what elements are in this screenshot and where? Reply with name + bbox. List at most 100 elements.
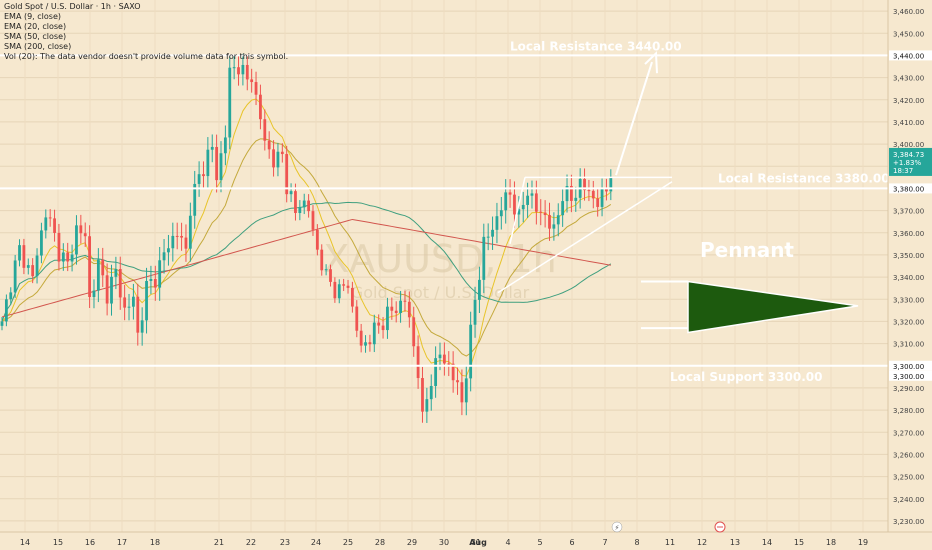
candle-body bbox=[307, 200, 310, 212]
candle-body bbox=[298, 207, 302, 214]
sma200-line bbox=[1, 218, 611, 318]
candle-body bbox=[605, 187, 608, 192]
candle-body bbox=[127, 306, 131, 308]
candle-body bbox=[57, 232, 61, 262]
price-tick-label: 3,430.00 bbox=[893, 75, 924, 83]
price-tick-label: 3,310.00 bbox=[893, 341, 924, 349]
candle-body bbox=[342, 284, 346, 286]
time-tick-label: 28 bbox=[375, 538, 385, 547]
candle-body bbox=[66, 252, 70, 262]
candle-body bbox=[460, 382, 464, 403]
axis-label-3380-bg bbox=[889, 183, 932, 194]
candle-body bbox=[530, 193, 534, 196]
time-tick-label: Aug bbox=[469, 538, 487, 547]
candle-body bbox=[548, 215, 551, 229]
time-tick-label: 23 bbox=[280, 538, 290, 547]
candle-body bbox=[79, 225, 83, 234]
price-tick-label: 3,330.00 bbox=[893, 296, 924, 304]
bar-countdown: 18:37 bbox=[893, 167, 913, 175]
candle-body bbox=[92, 290, 96, 298]
candle-body bbox=[202, 174, 205, 177]
candle-body bbox=[591, 190, 595, 199]
candle-body bbox=[193, 183, 197, 216]
candle-body bbox=[513, 194, 516, 215]
candle-body bbox=[425, 399, 429, 412]
candle-body bbox=[31, 265, 35, 277]
candle-body bbox=[232, 67, 236, 69]
candle-body bbox=[552, 224, 556, 229]
candle-body bbox=[140, 320, 144, 333]
candle-body bbox=[570, 186, 573, 201]
axis-label-3380: 3,380.00 bbox=[893, 185, 924, 193]
candle-body bbox=[219, 153, 223, 181]
candle-body bbox=[245, 64, 249, 80]
pennant-shape bbox=[687, 280, 859, 334]
candle-body bbox=[61, 252, 65, 262]
candle-body bbox=[596, 198, 600, 207]
legend-sma200[interactable]: SMA (200, close) bbox=[4, 42, 72, 51]
time-tick-label: 29 bbox=[407, 538, 417, 547]
axis-label-3300-bg bbox=[889, 360, 932, 371]
legend-ema20[interactable]: EMA (20, close) bbox=[4, 22, 67, 31]
candle-body bbox=[0, 321, 4, 326]
target-arrowhead bbox=[644, 51, 658, 74]
candle-body bbox=[75, 225, 78, 255]
candle-body bbox=[421, 378, 424, 412]
candle-body bbox=[149, 279, 153, 281]
candle-body bbox=[153, 279, 157, 288]
time-tick-label: 7 bbox=[602, 538, 607, 547]
price-tick-label: 3,290.00 bbox=[893, 385, 924, 393]
level-label-support-3300: Local Support 3300.00 bbox=[670, 370, 823, 384]
candle-body bbox=[215, 146, 219, 181]
candle-body bbox=[228, 67, 232, 138]
legend-volume[interactable]: Vol (20): The data vendor doesn't provid… bbox=[4, 52, 289, 61]
candle-body bbox=[429, 385, 433, 400]
candle-body bbox=[539, 211, 543, 213]
candle-body bbox=[394, 310, 398, 313]
axis-label-3440-bg bbox=[889, 50, 932, 61]
candle-body bbox=[40, 230, 43, 256]
candle-body bbox=[351, 287, 354, 307]
price-tick-label: 3,250.00 bbox=[893, 474, 924, 482]
candle-body bbox=[359, 330, 363, 346]
time-tick-label: 14 bbox=[20, 538, 30, 547]
legend-ema9[interactable]: EMA (9, close) bbox=[4, 12, 61, 21]
current-price-box bbox=[889, 147, 932, 176]
candle-body bbox=[53, 218, 56, 233]
candle-body bbox=[368, 342, 372, 345]
lightning-glyph-icon: ⚡ bbox=[615, 524, 620, 532]
candle-body bbox=[381, 325, 385, 331]
candle-body bbox=[416, 346, 420, 379]
candle-body bbox=[442, 354, 446, 364]
candle-body bbox=[499, 210, 503, 217]
candle-body bbox=[521, 204, 525, 210]
candle-body bbox=[241, 64, 245, 75]
candle-body bbox=[188, 215, 192, 249]
time-tick-label: 31 bbox=[471, 538, 481, 547]
time-axis-bg bbox=[0, 532, 932, 550]
candle-body bbox=[132, 296, 135, 307]
candle-body bbox=[565, 186, 569, 202]
candle-body bbox=[469, 324, 473, 379]
time-tick-label: 12 bbox=[697, 538, 707, 547]
pennant-label: Pennant bbox=[700, 238, 794, 262]
candle-body bbox=[48, 217, 52, 219]
candle-body bbox=[294, 191, 297, 214]
candle-body bbox=[237, 67, 240, 75]
price-tick-label: 3,410.00 bbox=[893, 119, 924, 127]
candle-body bbox=[346, 285, 350, 288]
price-tick-label: 3,460.00 bbox=[893, 8, 924, 16]
candle-body bbox=[88, 236, 91, 298]
candle-body bbox=[223, 137, 227, 154]
candle-body bbox=[114, 269, 118, 277]
candle-body bbox=[254, 82, 258, 95]
time-tick-label: 19 bbox=[858, 538, 868, 547]
candle-body bbox=[473, 299, 477, 325]
price-axis-bg bbox=[888, 0, 932, 550]
candle-body bbox=[364, 342, 367, 346]
time-tick-label: 6 bbox=[569, 538, 574, 547]
candle-body bbox=[44, 217, 48, 231]
legend-sma50[interactable]: SMA (50, close) bbox=[4, 32, 67, 41]
price-tick-label: 3,240.00 bbox=[893, 496, 924, 504]
